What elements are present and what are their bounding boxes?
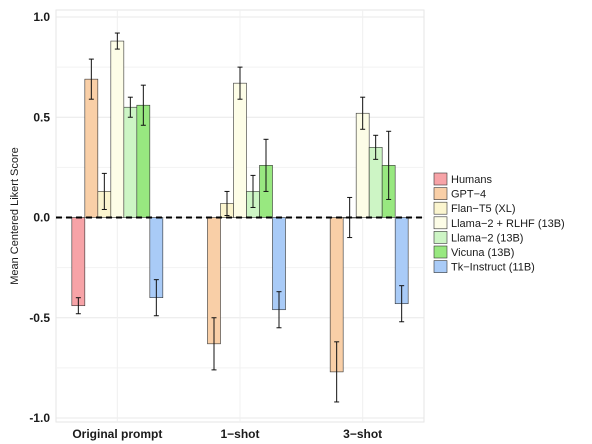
y-tick-label: -1.0 — [29, 411, 50, 425]
legend-label: Llama−2 (13B) — [451, 232, 523, 244]
bar — [71, 217, 86, 307]
bar — [233, 82, 247, 218]
legend-swatch — [433, 216, 448, 230]
legend-label: GPT−4 — [451, 189, 486, 201]
bar — [84, 78, 99, 218]
legend-label: Vicuna (13B) — [451, 247, 514, 259]
y-tick-label: 0.5 — [33, 110, 50, 124]
x-tick-label: 1−shot — [220, 427, 259, 441]
x-tick-label: Original prompt — [72, 427, 162, 441]
legend-swatch — [433, 172, 448, 186]
bar — [110, 40, 125, 218]
x-tick-labels: Original prompt 1−shot 3−shot — [72, 427, 382, 441]
error-bars-group — [75, 32, 405, 403]
legend-label: Tk−Instruct (11B) — [451, 262, 535, 274]
y-tick-label: -0.5 — [29, 311, 50, 325]
legend-label: Flan−T5 (XL) — [451, 203, 516, 215]
bar — [123, 106, 138, 218]
legend-swatch — [433, 187, 448, 200]
x-tick-label: 3−shot — [343, 427, 382, 441]
legend-swatch — [433, 260, 448, 273]
legend-swatch — [433, 231, 448, 244]
legend-label: Llama−2 + RLHF (13B) — [451, 218, 565, 230]
y-axis-title: Mean Centered Likert Score — [9, 147, 21, 285]
y-tick-labels: -1.0 -0.5 0.0 0.5 1.0 — [29, 10, 50, 425]
legend-swatch — [433, 201, 448, 215]
y-tick-label: 0.0 — [33, 211, 50, 225]
legend-swatch — [433, 245, 448, 259]
legend: Humans GPT−4 Flan−T5 (XL) Llama−2 + RLHF (1… — [433, 172, 565, 274]
legend-label: Humans — [451, 174, 492, 186]
y-tick-label: 1.0 — [33, 10, 50, 24]
